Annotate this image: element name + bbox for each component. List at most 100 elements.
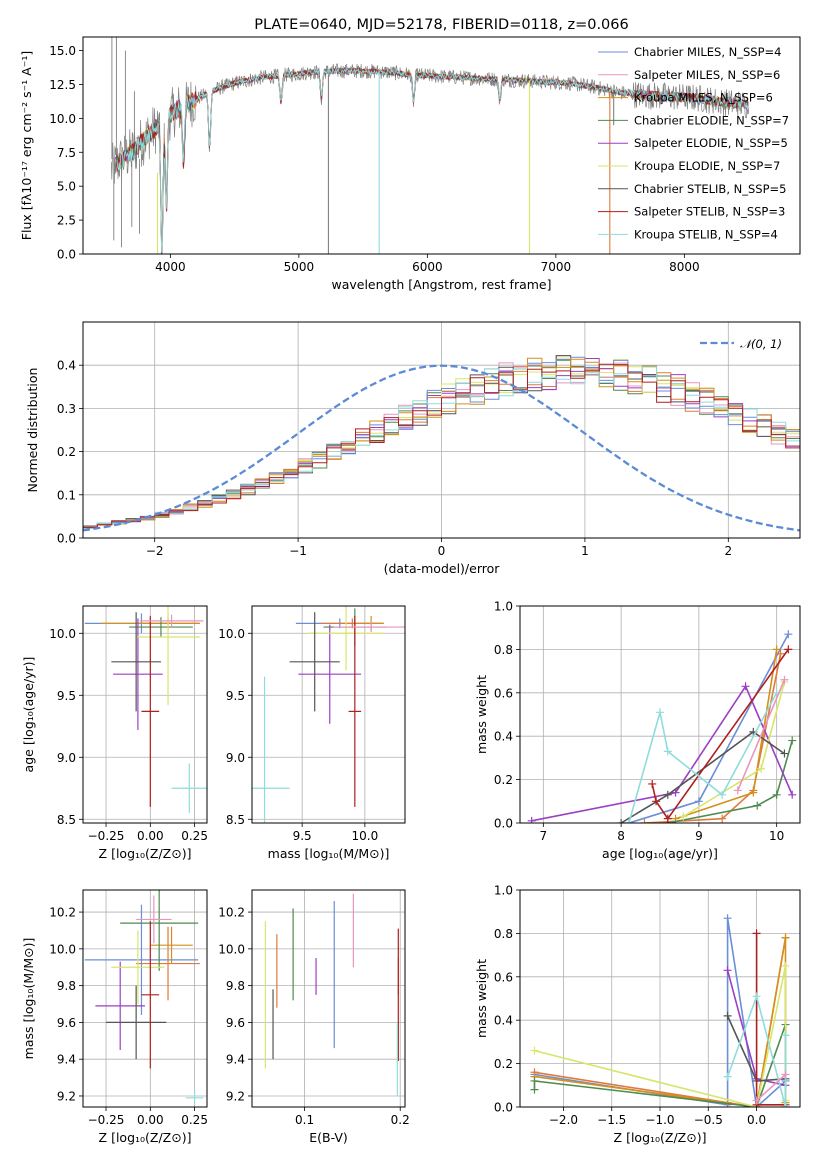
y-tick-label: 0.0 [57, 248, 76, 262]
legend-label: Chabrier ELODIE, N_SSP=7 [634, 113, 789, 127]
y-axis-label: mass weight [474, 959, 489, 1038]
y-tick-label: 10.0 [49, 942, 76, 956]
series-line [651, 648, 789, 821]
age_vs_mass-plot-area [252, 606, 405, 823]
y-tick-label: 9.8 [57, 979, 76, 993]
spectrum-spikes [111, 37, 140, 248]
axes-frame [82, 36, 801, 255]
data-point [752, 1096, 761, 1105]
y-tick-label: 0.6 [494, 686, 513, 700]
data-point [733, 786, 742, 795]
data-point [718, 814, 727, 823]
error-bar-point [113, 618, 163, 730]
data-point [753, 801, 762, 810]
error-bar-point [141, 921, 160, 1069]
y-axis-label: mass [log₁₀(M/M⊙)] [21, 938, 36, 1060]
x-tick-label: 2 [724, 544, 732, 558]
x-axis-label: Z [log₁₀(Z/Z⊙)] [99, 1130, 192, 1145]
data-point [723, 966, 732, 975]
data-point [752, 929, 761, 938]
x-tick-label: 0.25 [181, 829, 208, 843]
data-point [749, 788, 758, 797]
x-tick-label: 0.2 [391, 1113, 410, 1127]
series-line [620, 730, 785, 823]
error-bar-point [129, 617, 193, 637]
error-bar-point [298, 624, 362, 724]
mass_vs_Z-plot-area [84, 890, 204, 1106]
data-point [663, 790, 672, 799]
y-tick-label: 0.0 [494, 1101, 513, 1115]
legend-label: Chabrier MILES, N_SSP=4 [634, 45, 781, 59]
residuals-panel: −2 −1 0 1 2 0.0 0.1 0.2 0.3 0.4 (data-model)/error… [25, 321, 801, 576]
data-point [530, 1046, 539, 1055]
age_vs_Z-plot-area [84, 606, 207, 814]
y-tick-label: 10.2 [49, 906, 76, 920]
y-tick-label: 9.6 [226, 1016, 245, 1030]
y-tick-label: 0.0 [57, 532, 76, 546]
axes-frame [251, 605, 406, 824]
data-point [781, 933, 790, 942]
data-point [776, 649, 785, 658]
data-point [718, 790, 727, 799]
mass_weight_vs_Z-plot-area [530, 914, 790, 1107]
legend-label: Salpeter ELODIE, N_SSP=5 [634, 136, 788, 150]
y-tick-label: 9.5 [57, 689, 76, 703]
data-point [679, 812, 688, 821]
x-tick-label: −0.25 [88, 1113, 125, 1127]
y-tick-label: 0.8 [494, 643, 513, 657]
histogram-step-line [83, 356, 800, 538]
histogram-step-line [83, 359, 800, 538]
y-tick-label: 0.4 [494, 1014, 513, 1028]
y-tick-label: 9.4 [57, 1053, 76, 1067]
mass-weight-series [752, 1070, 790, 1105]
y-tick-label: 10.0 [218, 627, 245, 641]
y-tick-label: 0.2 [57, 445, 76, 459]
data-point [784, 630, 793, 639]
data-point [617, 819, 626, 823]
error-bar-point [141, 615, 160, 807]
x-tick-label: −1 [289, 544, 307, 558]
error-bar-point [136, 926, 200, 1001]
data-point [648, 779, 657, 788]
x-axis-label: Z [log₁₀(Z/Z⊙)] [99, 846, 192, 861]
series-line [756, 1073, 787, 1102]
series-line [667, 740, 793, 823]
y-tick-label: 0.2 [494, 773, 513, 787]
data-point [781, 1070, 790, 1079]
mass_vs_EBV-grid [252, 890, 405, 1107]
legend-label: Salpeter MILES, N_SSP=6 [634, 68, 780, 82]
data-point [788, 736, 797, 745]
x-tick-label: −0.25 [88, 829, 125, 843]
y-tick-label: 0.4 [57, 359, 76, 373]
data-point [752, 992, 761, 1001]
error-bar-point [84, 904, 199, 1016]
normal-distribution-curve [83, 364, 800, 532]
data-point [784, 645, 793, 654]
x-tick-label: 5000 [284, 260, 315, 274]
legend-label: 𝒩(0, 1) [740, 337, 782, 351]
axes-frame [519, 605, 801, 824]
data-point [780, 749, 789, 758]
y-tick-label: 10.0 [218, 942, 245, 956]
y-tick-label: 15.0 [49, 44, 76, 58]
y-tick-label: 1.0 [494, 884, 513, 898]
y-axis-label: Flux [fλ10⁻¹⁷ erg cm⁻² s⁻¹ A⁻¹] [19, 51, 34, 240]
axes-frame [519, 889, 801, 1108]
x-tick-label: 10.0 [352, 829, 379, 843]
x-tick-label: −0.5 [694, 1113, 723, 1127]
x-tick-label: 8 [617, 829, 625, 843]
mass-weight-series [679, 677, 789, 821]
data-point [781, 1031, 790, 1040]
histogram-step-line [83, 363, 800, 538]
y-axis-label: mass weight [474, 675, 489, 754]
data-point [527, 816, 536, 823]
x-tick-label: −2 [146, 544, 164, 558]
data-point [741, 682, 750, 691]
x-axis-label: mass [log₁₀(M/M⊙)] [268, 846, 390, 861]
y-tick-label: 5.0 [57, 180, 76, 194]
data-point [663, 814, 672, 823]
x-axis-label: Z [log₁₀(Z/Z⊙)] [614, 1130, 707, 1145]
x-tick-label: 0.1 [295, 1113, 314, 1127]
x-tick-label: 4000 [155, 260, 186, 274]
histogram-step-line [83, 362, 800, 538]
